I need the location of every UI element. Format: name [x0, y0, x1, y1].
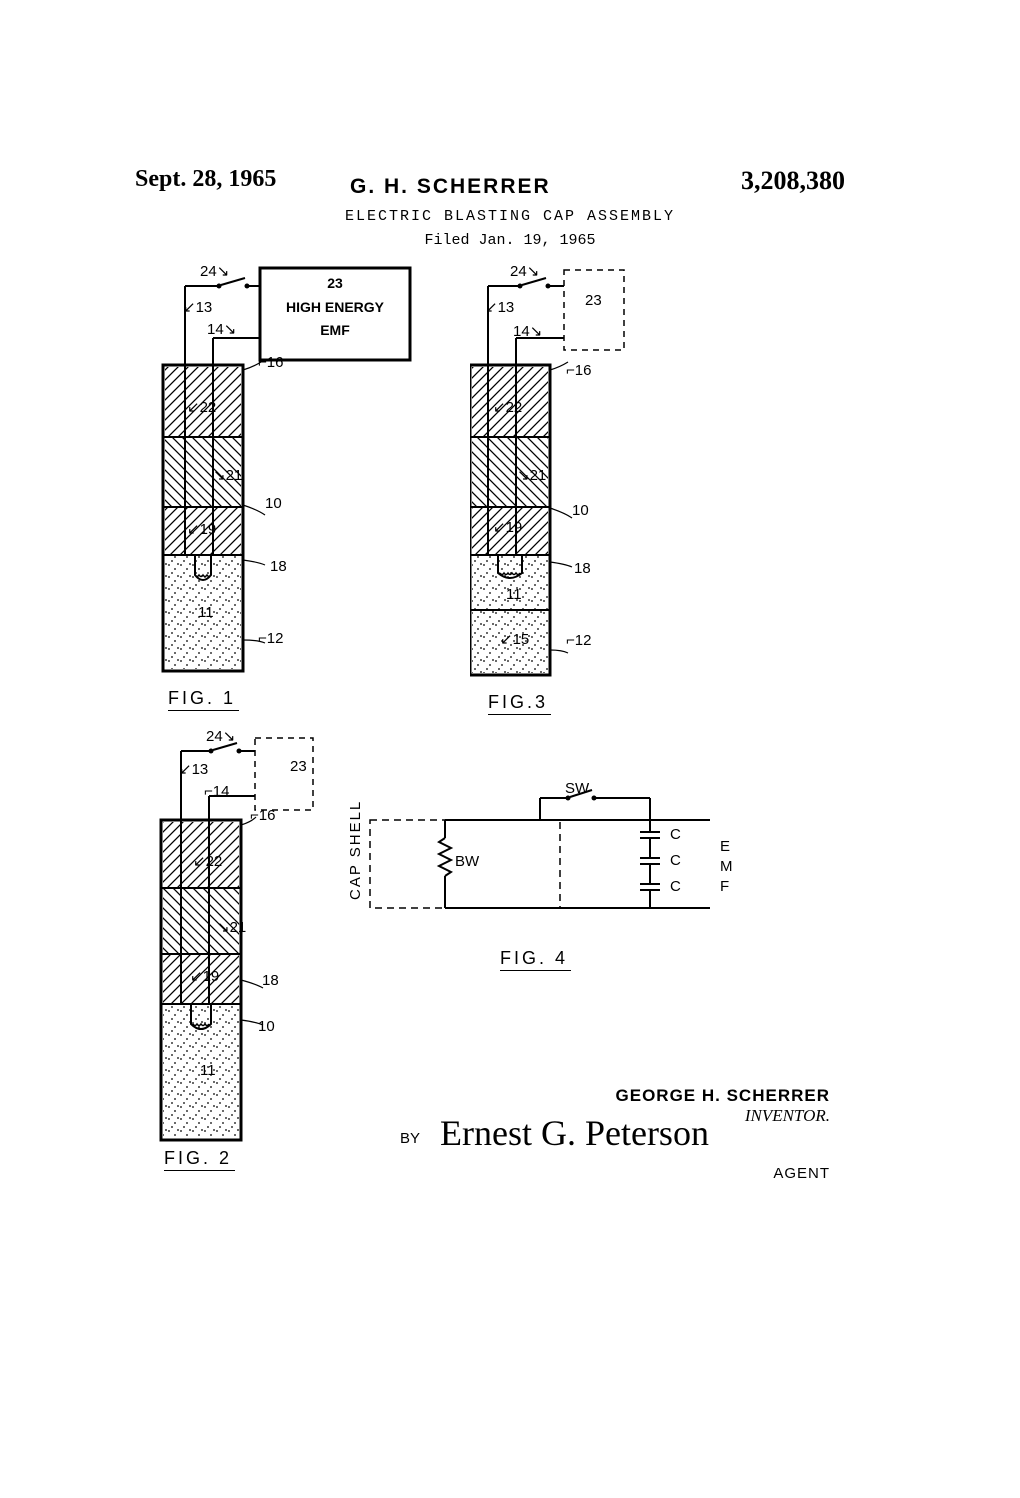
figcaption-1: FIG. 1: [168, 688, 239, 711]
ref-10-f1: 10: [265, 495, 282, 512]
patent-page: Sept. 28, 1965 G. H. SCHERRER 3,208,380 …: [0, 0, 1020, 1498]
header-date: Sept. 28, 1965: [135, 166, 276, 193]
ref-21-f2: ↘21: [217, 918, 246, 936]
label-c3: C: [670, 878, 681, 895]
label-capshell: CAP SHELL: [347, 800, 364, 900]
ref-13-f2: ↙13: [179, 760, 208, 778]
ref-16-f2: ⌐16: [250, 807, 275, 824]
label-m: M: [720, 858, 733, 875]
label-c1: C: [670, 826, 681, 843]
figcaption-2: FIG. 2: [164, 1148, 235, 1171]
fig1-svg: 23 HIGH ENERGY EMF: [155, 250, 455, 700]
ref-21-f1: ↘21: [213, 466, 242, 484]
ref-21-f3: ↘21: [517, 466, 546, 484]
ref-19-f1: ↙19: [187, 520, 216, 538]
signature-agent: AGENT: [773, 1165, 830, 1182]
header-patent-number: 3,208,380: [741, 166, 845, 196]
ref-22-f1: ↙22: [187, 398, 216, 416]
label-sw: SW: [565, 780, 589, 797]
ref-11-f1: 11: [198, 604, 214, 621]
figcaption-3: FIG.3: [488, 692, 551, 715]
ref-16-f1: ⌐16: [258, 354, 283, 371]
ref-24-f3: 24↘: [510, 262, 539, 280]
label-e: E: [720, 838, 730, 855]
ref-12-f3: ⌐12: [566, 632, 591, 649]
ref-13-f1: ↙13: [183, 298, 212, 316]
emf-line2: EMF: [320, 322, 350, 338]
ref-15-f3: ↙15: [500, 630, 529, 648]
ref-14-f3: 14↘: [513, 322, 542, 340]
ref-19-f3: ↙19: [493, 518, 522, 536]
header-title: ELECTRIC BLASTING CAP ASSEMBLY: [0, 208, 1020, 225]
header-filed: Filed Jan. 19, 1965: [0, 232, 1020, 249]
signature-by: BY: [400, 1130, 420, 1147]
ref-22-f2: ↙22: [193, 852, 222, 870]
ref-14-f2: ⌐14: [204, 783, 229, 800]
ref-18-f1: 18: [270, 558, 287, 575]
ref-16-f3: ⌐16: [566, 362, 591, 379]
ref-11-f2: 11: [200, 1062, 216, 1079]
emf-23: 23: [327, 275, 343, 291]
ref-12-f1: ⌐12: [258, 630, 283, 647]
label-c2: C: [670, 852, 681, 869]
figcaption-4: FIG. 4: [500, 948, 571, 971]
signature-name: GEORGE H. SCHERRER: [616, 1086, 830, 1106]
ref-18-f2: 18: [262, 972, 279, 989]
ref-13-f3: ↙13: [485, 298, 514, 316]
label-f: F: [720, 878, 729, 895]
ref-11-f3: 11: [506, 586, 522, 603]
ref-14-f1: 14↘: [207, 320, 236, 338]
fig2-svg: [155, 720, 375, 1160]
ref-18-f3: 18: [574, 560, 591, 577]
header-inventor: G. H. SCHERRER: [350, 175, 551, 199]
ref-22-f3: ↙22: [493, 398, 522, 416]
label-bw: BW: [455, 853, 479, 870]
ref-10-f3: 10: [572, 502, 589, 519]
ref-23-f3: 23: [585, 292, 602, 309]
ref-19-f2: ↙19: [190, 967, 219, 985]
signature-attorney: Ernest G. Peterson: [440, 1112, 709, 1154]
ref-24-f2: 24↘: [206, 727, 235, 745]
emf-line1: HIGH ENERGY: [286, 299, 385, 315]
ref-24-f1: 24↘: [200, 262, 229, 280]
ref-23-f2: 23: [290, 758, 307, 775]
ref-10-f2: 10: [258, 1018, 275, 1035]
